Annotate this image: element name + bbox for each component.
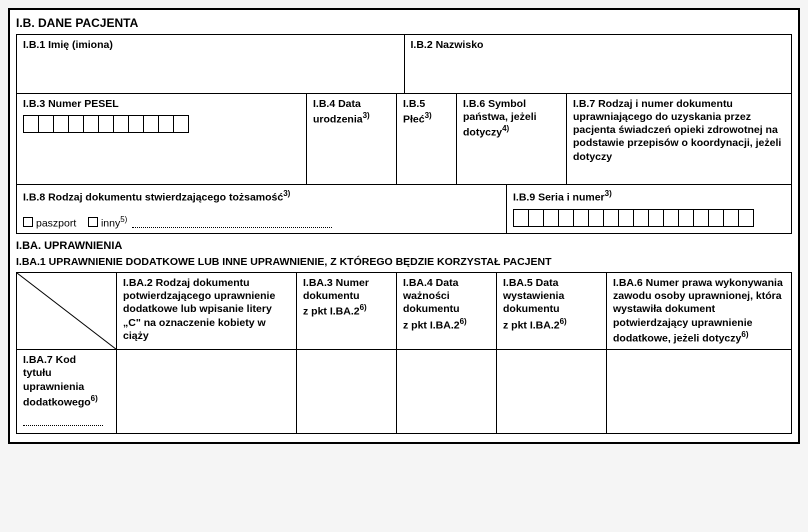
grid-cell[interactable]	[738, 209, 754, 227]
label-ib9: I.B.9 Seria i numer3)	[513, 189, 785, 205]
option-passport: paszport	[36, 217, 76, 229]
section-iba-title: I.BA. UPRAWNIENIA	[16, 240, 792, 252]
field-ib4: I.B.4 Data urodzenia3)	[307, 94, 397, 184]
grid-cell[interactable]	[98, 115, 114, 133]
grid-cell[interactable]	[633, 209, 649, 227]
grid-cell[interactable]	[603, 209, 619, 227]
iba-table: I.BA.2 Rodzaj dokumentu potwierdzającego…	[16, 272, 792, 434]
grid-cell[interactable]	[173, 115, 189, 133]
grid-cell[interactable]	[113, 115, 129, 133]
ib-row-1: I.B.1 Imię (imiona) I.B.2 Nazwisko	[16, 34, 792, 94]
grid-cell[interactable]	[663, 209, 679, 227]
seria-grid[interactable]	[513, 209, 785, 227]
diagonal-line	[17, 273, 116, 349]
iba-body-c5[interactable]	[497, 350, 607, 433]
iba-body-row: I.BA.7 Kod tytułu uprawnienia dodatkoweg…	[17, 350, 791, 433]
iba-body-c6[interactable]	[607, 350, 791, 433]
label-ib5: I.B.5 Płeć3)	[403, 98, 450, 127]
grid-cell[interactable]	[558, 209, 574, 227]
grid-cell[interactable]	[38, 115, 54, 133]
field-ib5: I.B.5 Płeć3)	[397, 94, 457, 184]
option-other: inny	[101, 217, 120, 229]
label-ib6: I.B.6 Symbol państwa, jeżeli dotyczy4)	[463, 98, 560, 140]
grid-cell[interactable]	[723, 209, 739, 227]
grid-cell[interactable]	[158, 115, 174, 133]
grid-cell[interactable]	[708, 209, 724, 227]
grid-cell[interactable]	[618, 209, 634, 227]
label-ib1: I.B.1 Imię (imiona)	[23, 39, 398, 52]
field-ib3: I.B.3 Numer PESEL	[17, 94, 307, 184]
field-ib7: I.B.7 Rodzaj i numer dokumentu uprawniaj…	[567, 94, 791, 184]
ib-row-3: I.B.8 Rodzaj dokumentu stwierdzającego t…	[16, 185, 792, 234]
iba-header-c2: I.BA.2 Rodzaj dokumentu potwierdzającego…	[117, 273, 297, 349]
grid-cell[interactable]	[588, 209, 604, 227]
grid-cell[interactable]	[23, 115, 39, 133]
grid-cell[interactable]	[528, 209, 544, 227]
section-ib-title: I.B. DANE PACJENTA	[16, 16, 792, 30]
field-ib6: I.B.6 Symbol państwa, jeżeli dotyczy4)	[457, 94, 567, 184]
grid-cell[interactable]	[53, 115, 69, 133]
iba7-input-line[interactable]	[23, 425, 103, 426]
label-iba7: I.BA.7 Kod tytułu uprawnienia dodatkoweg…	[23, 354, 110, 409]
other-input-line[interactable]	[132, 227, 332, 228]
grid-cell[interactable]	[678, 209, 694, 227]
ib-row-2: I.B.3 Numer PESEL I.B.4 Data urodzenia3)…	[16, 94, 792, 185]
grid-cell[interactable]	[83, 115, 99, 133]
grid-cell[interactable]	[648, 209, 664, 227]
label-ib7: I.B.7 Rodzaj i numer dokumentu uprawniaj…	[573, 98, 785, 164]
iba-body-c4[interactable]	[397, 350, 497, 433]
field-ib9: I.B.9 Seria i numer3)	[507, 185, 791, 233]
iba-header-c3: I.BA.3 Numer dokumentu z pkt I.BA.26)	[297, 273, 397, 349]
grid-cell[interactable]	[513, 209, 529, 227]
grid-cell[interactable]	[543, 209, 559, 227]
iba-header-c4: I.BA.4 Data ważności dokumentu z pkt I.B…	[397, 273, 497, 349]
field-ib2: I.B.2 Nazwisko	[405, 35, 792, 93]
iba-header-row: I.BA.2 Rodzaj dokumentu potwierdzającego…	[17, 273, 791, 350]
checkbox-other[interactable]	[88, 217, 98, 227]
iba-body-c1: I.BA.7 Kod tytułu uprawnienia dodatkoweg…	[17, 350, 117, 433]
grid-cell[interactable]	[693, 209, 709, 227]
grid-cell[interactable]	[68, 115, 84, 133]
iba-body-c3[interactable]	[297, 350, 397, 433]
iba-header-diag	[17, 273, 117, 349]
form-container: I.B. DANE PACJENTA I.B.1 Imię (imiona) I…	[8, 8, 800, 444]
label-ib3: I.B.3 Numer PESEL	[23, 98, 300, 111]
iba-header-c6: I.BA.6 Numer prawa wykonywania zawodu os…	[607, 273, 791, 349]
grid-cell[interactable]	[573, 209, 589, 227]
label-ib4: I.B.4 Data urodzenia3)	[313, 98, 390, 127]
iba-body-c2[interactable]	[117, 350, 297, 433]
ib8-options: paszport inny5)	[23, 215, 500, 230]
section-iba-subtitle: I.BA.1 UPRAWNIENIE DODATKOWE LUB INNE UP…	[16, 256, 792, 268]
checkbox-passport[interactable]	[23, 217, 33, 227]
field-ib8: I.B.8 Rodzaj dokumentu stwierdzającego t…	[17, 185, 507, 233]
grid-cell[interactable]	[143, 115, 159, 133]
pesel-grid[interactable]	[23, 115, 300, 133]
label-ib8: I.B.8 Rodzaj dokumentu stwierdzającego t…	[23, 189, 500, 205]
label-ib2: I.B.2 Nazwisko	[411, 39, 786, 52]
iba-header-c5: I.BA.5 Data wystawienia dokumentu z pkt …	[497, 273, 607, 349]
field-ib1: I.B.1 Imię (imiona)	[17, 35, 405, 93]
grid-cell[interactable]	[128, 115, 144, 133]
